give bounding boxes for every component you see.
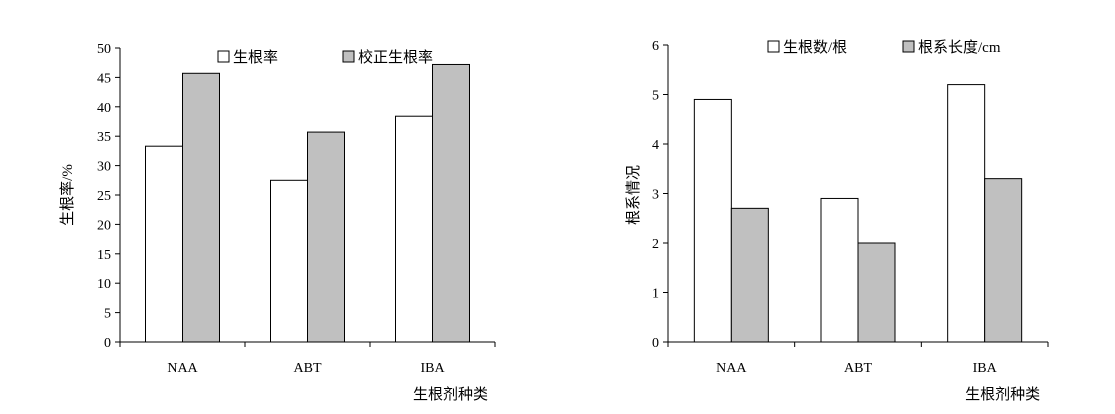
category-label: ABT	[844, 361, 872, 376]
y-tick-label: 35	[97, 130, 111, 145]
bar-iba-series-0	[395, 115, 433, 343]
legend-swatch	[902, 40, 915, 53]
y-tick-label: 45	[97, 71, 111, 86]
legend-label: 根系长度/cm	[918, 39, 1001, 56]
y-tick-label: 2	[652, 237, 659, 252]
y-tick-label: 10	[97, 277, 111, 292]
bar-iba-series-0	[947, 84, 986, 343]
x-axis-title: 生根剂种类	[413, 386, 488, 403]
bar-iba-series-1	[984, 178, 1023, 343]
legend-label: 生根率	[233, 49, 278, 66]
y-tick-label: 4	[652, 138, 659, 153]
legend-swatch	[767, 40, 780, 53]
category-label: IBA	[420, 361, 445, 376]
y-tick-label: 25	[97, 189, 111, 204]
bar-abt-series-1	[307, 131, 345, 343]
legend-label: 生根数/根	[783, 39, 847, 56]
category-label: ABT	[294, 361, 322, 376]
y-tick-label: 5	[652, 89, 659, 104]
bar-abt-series-0	[820, 197, 859, 343]
y-tick-label: 6	[652, 39, 659, 54]
bar-naa-series-1	[730, 207, 769, 343]
category-label: NAA	[167, 361, 198, 376]
y-tick-label: 1	[652, 287, 659, 302]
bar-naa-series-0	[145, 145, 183, 343]
bar-iba-series-1	[432, 63, 470, 343]
y-tick-label: 0	[104, 336, 111, 351]
y-tick-label: 15	[97, 248, 111, 263]
y-tick-label: 30	[97, 160, 111, 175]
x-axis-title: 生根剂种类	[965, 386, 1040, 403]
legend-label: 校正生根率	[358, 49, 433, 66]
bar-abt-series-1	[857, 242, 896, 343]
y-tick-label: 40	[97, 101, 111, 116]
rooting-rate-chart: 0 5 10 15 20 25 30 35 40 45 50 NAA ABT IBA 生根剂种类 生根率/% 生…	[59, 42, 496, 403]
y-tick-label: 3	[652, 188, 659, 203]
y-tick-label: 0	[652, 336, 659, 351]
category-label: IBA	[973, 361, 998, 376]
legend-swatch	[217, 50, 230, 63]
legend-swatch	[342, 50, 355, 63]
y-axis-title: 生根率/%	[59, 164, 76, 226]
y-axis-title: 根系情况	[625, 165, 642, 225]
y-tick-label: 50	[97, 42, 111, 57]
bar-abt-series-0	[270, 179, 308, 343]
y-tick-label: 5	[104, 307, 111, 322]
root-system-chart: 0 1 2 3 4 5 6 NAA ABT IBA 生根剂种类 根系情况 生根数/根 根系长度/cm	[625, 39, 1049, 403]
category-label: NAA	[716, 361, 747, 376]
y-tick-label: 20	[97, 218, 111, 233]
bar-naa-series-0	[693, 98, 732, 343]
bar-naa-series-1	[182, 72, 220, 343]
